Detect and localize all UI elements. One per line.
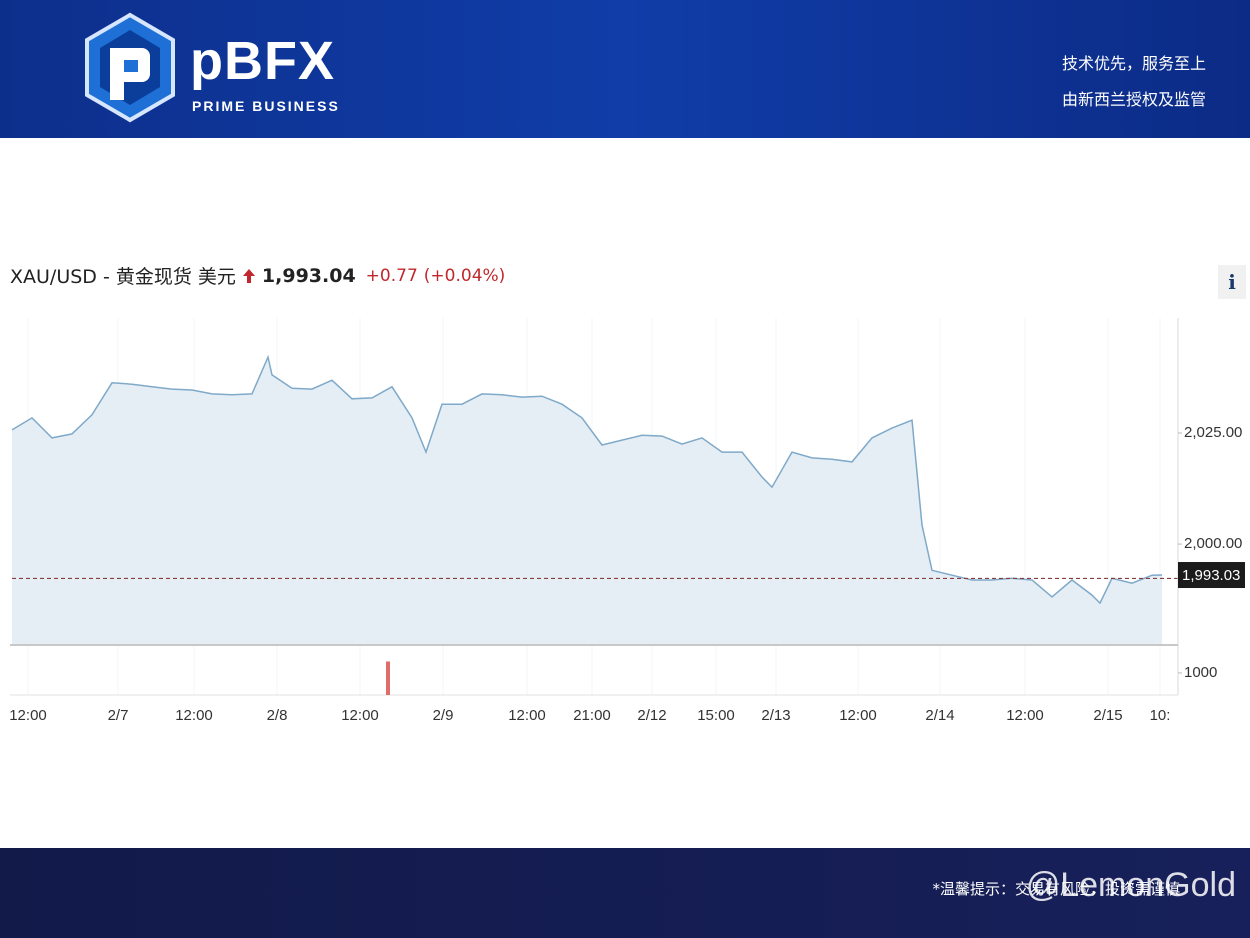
price-line — [11, 354, 1163, 605]
banner: pBFX PRIME BUSINESS 技术优先，服务至上 由新西兰授权及监管 — [0, 0, 1250, 138]
x-tick-label: 2/7 — [108, 707, 129, 724]
x-tick-label: 2/9 — [433, 707, 454, 724]
change: +0.77 — [365, 265, 418, 286]
watermark: @LemonGold — [1025, 866, 1236, 904]
x-tick-label: 12:00 — [1006, 707, 1044, 724]
logo-icon — [85, 12, 175, 123]
license: 由新西兰授权及监管 — [1061, 90, 1206, 109]
change-pct: (+0.04%) — [423, 265, 506, 286]
slogan: 技术优先，服务至上 — [1061, 54, 1206, 73]
x-tick-label: 12:00 — [175, 707, 213, 724]
x-tick-label: 2/15 — [1093, 707, 1122, 724]
last-price-box — [1178, 562, 1245, 589]
symbol: XAU/USD - 黄金现货 美元 — [10, 266, 236, 288]
brand: pBFX — [190, 31, 335, 91]
x-tick-label: 2/12 — [637, 707, 666, 724]
y-tick-label: 2,025.00 — [1184, 424, 1242, 441]
x-tick-label: 21:00 — [573, 707, 611, 724]
x-tick-label: 12:00 — [839, 707, 877, 724]
y-tick-label: 2,000.00 — [1184, 535, 1242, 552]
chart: 12:00 2/7 12:00 2/8 12:00 2/9 12:00 21:00 2/12 15… — [9, 318, 1245, 724]
volume-tick-label: 1000 — [1184, 664, 1217, 681]
volume-bar — [386, 661, 390, 695]
up-arrow — [242, 268, 255, 283]
x-tick-label: 12:00 — [508, 707, 546, 724]
area — [12, 357, 1162, 644]
quote-header: XAU/USD - 黄金现货 美元 1,993.04 +0.77 (+0.04%… — [10, 262, 505, 289]
info-button[interactable]: i — [1218, 265, 1246, 299]
notice: *温馨提示：交易有风险，投资需谨慎 — [932, 880, 1180, 898]
x-tick-label: 15:00 — [697, 707, 735, 724]
x-tick-label: 2/13 — [761, 707, 790, 724]
brand-sub: PRIME BUSINESS — [192, 98, 340, 114]
footer: *温馨提示：交易有风险，投资需谨慎 @LemonGold — [0, 848, 1250, 938]
x-tick-label: 2/8 — [267, 707, 288, 724]
x-tick-label: 2/14 — [925, 707, 954, 724]
price: 1,993.04 — [261, 264, 356, 287]
last-price-label: 1,993.03 — [1182, 567, 1240, 584]
x-tick-label: 10: — [1150, 707, 1171, 724]
x-tick-label: 12:00 — [9, 707, 47, 724]
x-tick-label: 12:00 — [341, 707, 379, 724]
